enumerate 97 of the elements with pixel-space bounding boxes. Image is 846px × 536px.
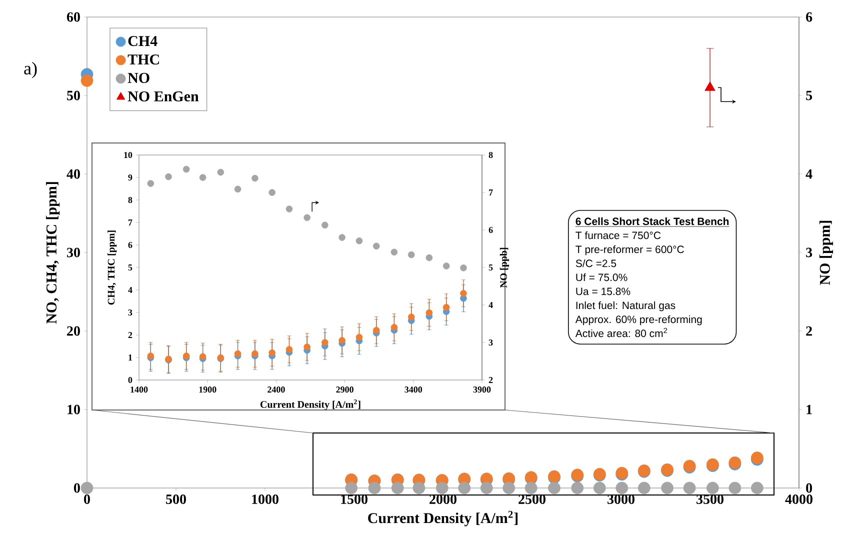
annotation: T furnace = 750°C — [576, 231, 661, 240]
point — [286, 206, 293, 212]
point — [442, 304, 450, 311]
point — [304, 344, 310, 350]
point — [252, 350, 258, 358]
annotation: S/C =2.5 — [576, 259, 616, 268]
y2-tick-label: 4 — [806, 169, 812, 179]
point — [390, 324, 398, 331]
y2-tick-label: 5 — [488, 264, 493, 270]
x-tick-label: 2400 — [268, 386, 285, 393]
text: a) — [24, 62, 37, 78]
annotation: Inlet fuel: Natural gas — [576, 301, 676, 312]
y-tick-label: 3 — [128, 309, 132, 316]
x-tick-label: 3400 — [404, 386, 422, 393]
point — [234, 350, 242, 358]
x-tick-label: 2900 — [336, 386, 354, 393]
y-tick-label: 10 — [68, 404, 80, 414]
legend-label: NO EnGen — [128, 91, 199, 102]
legend-label: NO — [128, 72, 150, 83]
y-tick-label: 20 — [67, 326, 80, 336]
y2-tick-label: 8 — [488, 152, 493, 158]
point — [408, 314, 415, 320]
point — [426, 254, 433, 262]
y-tick-label: 0 — [128, 376, 132, 384]
y2-tick-label: 5 — [806, 90, 812, 100]
y-tick-label: 50 — [67, 90, 80, 100]
y-tick-label: 1 — [128, 354, 132, 360]
y-tick-label: 2 — [128, 332, 132, 338]
point — [199, 353, 206, 360]
point — [217, 168, 224, 176]
point — [372, 242, 380, 250]
y-tick-label: 4 — [128, 287, 132, 293]
point — [182, 166, 190, 173]
point — [460, 290, 467, 297]
point — [408, 251, 415, 258]
y2-tick-label: 1 — [806, 404, 812, 414]
point — [268, 189, 276, 196]
y2-tick-label: 7 — [489, 190, 493, 196]
point — [322, 222, 328, 229]
point — [426, 309, 433, 316]
annotation: Uf = 75.0% — [576, 273, 628, 282]
legend-label: THC — [128, 54, 159, 65]
point — [372, 326, 380, 334]
y2-tick-label: 2 — [806, 326, 812, 336]
point — [356, 237, 363, 244]
annotation: Ua = 15.8% — [576, 288, 630, 296]
point — [390, 248, 398, 256]
point — [252, 174, 258, 182]
point — [234, 186, 242, 193]
point — [165, 173, 172, 180]
point — [268, 349, 276, 356]
x-tick-label: 500 — [166, 494, 186, 504]
x-axis-title: Current Density [A/m$^{2}$] — [368, 510, 518, 526]
point — [338, 234, 346, 241]
x-tick-label: 4000 — [785, 494, 812, 504]
y-tick-label: 0 — [74, 483, 80, 493]
y-tick-label: 60 — [66, 12, 80, 22]
point — [338, 337, 346, 344]
point — [80, 74, 94, 87]
x-tick-label: 3900 — [473, 386, 491, 393]
y2-axis-title: NO [ppb] — [500, 248, 509, 288]
y-tick-label: 9 — [128, 174, 132, 181]
y-axis-title: CH4, THC [ppm] — [108, 230, 117, 305]
annotation: Active area: 80 cm$^{2}$ — [575, 328, 668, 338]
y-tick-label: 40 — [66, 169, 80, 179]
point — [199, 174, 206, 181]
point — [442, 262, 450, 270]
x-tick-label: 1000 — [252, 494, 278, 504]
y2-tick-label: 3 — [806, 248, 812, 258]
point — [322, 339, 328, 346]
y-tick-label: 30 — [67, 248, 80, 258]
y-axis-title: NO, CH4, THC [ppm] — [46, 182, 60, 324]
x-tick-label: 1900 — [199, 386, 216, 393]
point — [147, 180, 154, 187]
y-tick-label: 7 — [128, 220, 132, 226]
annotation: Approx. 60% pre-reforming — [575, 315, 702, 326]
point — [286, 346, 293, 353]
point — [356, 334, 363, 341]
y-tick-label: 6 — [128, 242, 132, 248]
y2-tick-label: 6 — [488, 226, 493, 234]
annotation: 6 Cells Short Stack Test Bench — [576, 217, 729, 226]
y-tick-label: 8 — [128, 196, 132, 204]
y2-axis-title: NO [ppm] — [819, 220, 834, 285]
x-axis-title: Current Density [A/m$^{2}$] — [260, 399, 360, 410]
y2-tick-label: 3 — [488, 339, 493, 346]
y2-tick-label: 4 — [488, 302, 493, 308]
y-tick-label: 10 — [124, 152, 132, 158]
x-tick-label: 0 — [84, 494, 90, 504]
y-tick-label: 5 — [128, 264, 132, 270]
point — [304, 214, 310, 222]
point — [460, 264, 467, 272]
annotation: T pre-reformer = 600°C — [576, 245, 684, 256]
y2-tick-label: 0 — [806, 483, 812, 493]
y2-tick-label: 6 — [806, 12, 812, 22]
x-tick-label: 1400 — [130, 386, 148, 393]
legend-label: CH4 — [128, 36, 158, 46]
y2-tick-label: 2 — [488, 377, 493, 383]
